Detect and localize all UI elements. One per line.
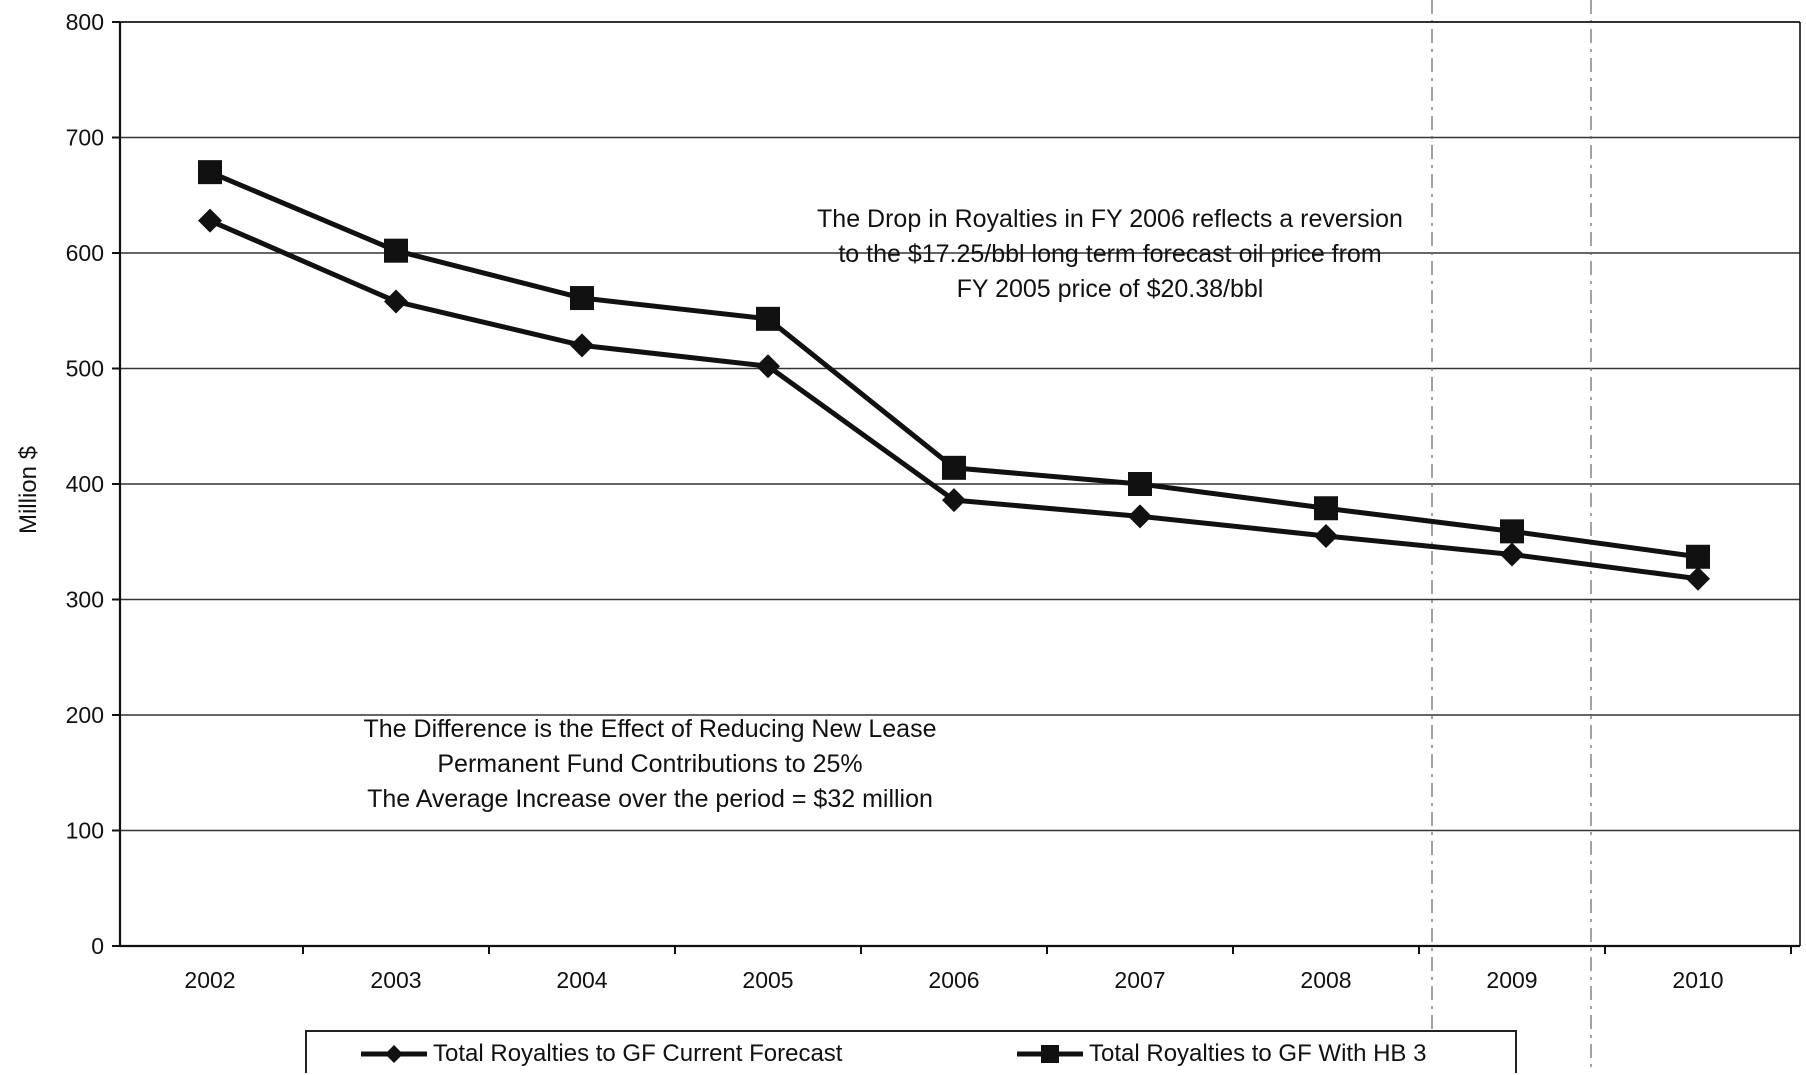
data-point <box>1500 519 1524 544</box>
y-tick-label: 500 <box>66 356 104 382</box>
x-tick-label: 2005 <box>742 967 793 993</box>
diamond-marker-icon <box>361 1044 427 1063</box>
vertical-guide-lines <box>1431 0 1592 1073</box>
x-tick-label: 2003 <box>370 967 421 993</box>
data-point <box>1500 542 1524 567</box>
data-point <box>198 160 222 185</box>
legend-item-current-forecast: Total Royalties to GF Current Forecast <box>359 1032 842 1075</box>
data-point <box>570 333 594 358</box>
square-marker-icon <box>1017 1044 1083 1063</box>
x-tick-label: 2007 <box>1114 967 1165 993</box>
y-tick-label: 0 <box>91 933 104 959</box>
data-point <box>1314 496 1338 521</box>
data-point <box>198 208 222 233</box>
data-point <box>756 306 780 331</box>
annotation-difference: The Difference is the Effect of Reducing… <box>325 712 975 817</box>
x-tick-label: 2010 <box>1672 967 1723 993</box>
data-point <box>1128 504 1152 529</box>
legend-label: Total Royalties to GF Current Forecast <box>433 1039 843 1067</box>
annotation-fy2006-drop: The Drop in Royalties in FY 2006 reflect… <box>785 202 1435 307</box>
data-point <box>384 289 408 314</box>
legend-item-with-hb3: Total Royalties to GF With HB 3 <box>1015 1032 1426 1075</box>
data-point <box>1686 566 1710 591</box>
x-tick-label: 2004 <box>556 967 607 993</box>
annotation-line: Permanent Fund Contributions to 25% <box>437 750 863 778</box>
y-tick-label: 400 <box>66 471 104 497</box>
y-tick-label: 300 <box>66 587 104 613</box>
legend: Total Royalties to GF Current Forecast T… <box>305 1030 1517 1073</box>
y-tick-label: 200 <box>66 702 104 728</box>
data-point <box>1128 472 1152 496</box>
annotation-line: The Difference is the Effect of Reducing… <box>363 715 937 743</box>
x-axis-tick-labels: 2002 2003 2004 2005 2006 2007 2008 2009 2010 <box>184 946 1792 993</box>
y-tick-label: 800 <box>66 9 104 35</box>
data-point <box>570 286 594 311</box>
data-point <box>1686 544 1710 569</box>
data-point <box>942 488 966 513</box>
x-tick-label: 2006 <box>928 967 979 993</box>
x-tick-label: 2009 <box>1486 967 1537 993</box>
legend-label: Total Royalties to GF With HB 3 <box>1089 1039 1427 1067</box>
series-layer <box>198 160 1710 591</box>
x-tick-label: 2008 <box>1300 967 1351 993</box>
y-axis-label: Million $ <box>15 446 42 534</box>
data-point <box>942 455 966 480</box>
annotation-line: The Drop in Royalties in FY 2006 reflect… <box>817 205 1403 233</box>
y-tick-label: 600 <box>66 240 104 266</box>
y-axis-tick-labels: 0 100 200 300 400 500 600 700 800 <box>66 9 104 959</box>
x-tick-label: 2002 <box>184 967 235 993</box>
data-point <box>756 354 780 379</box>
series-1 <box>198 208 1710 591</box>
annotation-line: FY 2005 price of $20.38/bbl <box>956 275 1264 303</box>
series-2 <box>198 160 1710 569</box>
axes <box>118 21 1801 948</box>
y-tick-label: 700 <box>66 125 104 151</box>
annotation-line: to the $17.25/bbl long term forecast oil… <box>838 240 1382 268</box>
data-point <box>1314 523 1338 548</box>
annotation-line: The Average Increase over the period = $… <box>367 785 933 813</box>
y-tick-label: 100 <box>66 818 104 844</box>
data-point <box>384 238 408 263</box>
